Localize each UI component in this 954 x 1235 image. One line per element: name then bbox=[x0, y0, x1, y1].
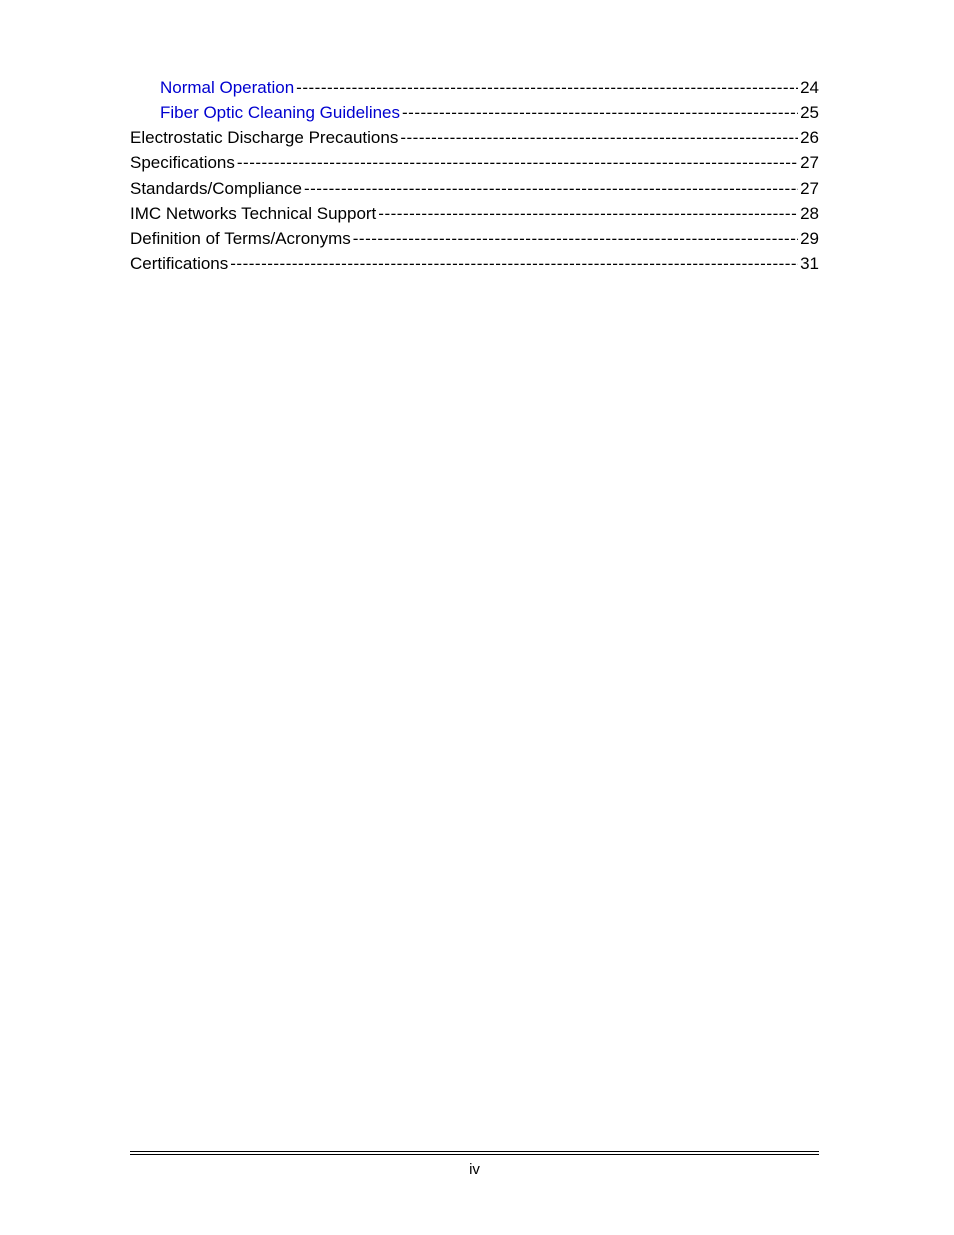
toc-page: 28 bbox=[798, 201, 819, 226]
toc-entry[interactable]: Specifications 27 bbox=[130, 150, 819, 175]
toc-page: 29 bbox=[798, 226, 819, 251]
toc-page: 27 bbox=[798, 176, 819, 201]
footer-rule bbox=[130, 1151, 819, 1155]
toc-label: Normal Operation bbox=[160, 75, 294, 100]
toc-entry[interactable]: Electrostatic Discharge Precautions 26 bbox=[130, 125, 819, 150]
toc-entry[interactable]: Certifications 31 bbox=[130, 251, 819, 276]
toc-leader bbox=[400, 100, 798, 125]
toc-label: Fiber Optic Cleaning Guidelines bbox=[160, 100, 400, 125]
toc-page: 31 bbox=[798, 251, 819, 276]
toc-page: 25 bbox=[798, 100, 819, 125]
toc-entry[interactable]: IMC Networks Technical Support 28 bbox=[130, 201, 819, 226]
toc-page: 24 bbox=[798, 75, 819, 100]
page-footer: iv bbox=[130, 1151, 819, 1179]
toc-page: 26 bbox=[798, 125, 819, 150]
toc-entry[interactable]: Fiber Optic Cleaning Guidelines 25 bbox=[130, 100, 819, 125]
toc-label: Standards/Compliance bbox=[130, 176, 302, 201]
page-number: iv bbox=[469, 1161, 480, 1178]
toc-entry[interactable]: Definition of Terms/Acronyms 29 bbox=[130, 226, 819, 251]
toc-label: Electrostatic Discharge Precautions bbox=[130, 125, 398, 150]
toc-leader bbox=[294, 75, 798, 100]
toc-leader bbox=[302, 176, 798, 201]
table-of-contents: Normal Operation 24 Fiber Optic Cleaning… bbox=[130, 75, 819, 276]
page-body: Normal Operation 24 Fiber Optic Cleaning… bbox=[0, 0, 954, 1235]
toc-leader bbox=[228, 251, 798, 276]
toc-label: Certifications bbox=[130, 251, 228, 276]
toc-entry[interactable]: Standards/Compliance 27 bbox=[130, 176, 819, 201]
toc-label: IMC Networks Technical Support bbox=[130, 201, 376, 226]
toc-leader bbox=[398, 125, 798, 150]
toc-entry[interactable]: Normal Operation 24 bbox=[130, 75, 819, 100]
toc-label: Definition of Terms/Acronyms bbox=[130, 226, 351, 251]
toc-leader bbox=[235, 150, 798, 175]
toc-label: Specifications bbox=[130, 150, 235, 175]
toc-leader bbox=[376, 201, 798, 226]
toc-page: 27 bbox=[798, 150, 819, 175]
toc-leader bbox=[351, 226, 798, 251]
